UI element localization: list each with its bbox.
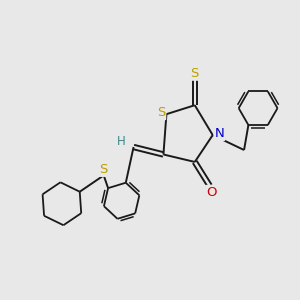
Text: N: N: [214, 127, 224, 140]
Text: O: O: [206, 186, 217, 199]
Text: S: S: [157, 106, 165, 119]
Text: H: H: [117, 135, 125, 148]
Text: S: S: [99, 163, 107, 176]
Text: S: S: [190, 67, 199, 80]
